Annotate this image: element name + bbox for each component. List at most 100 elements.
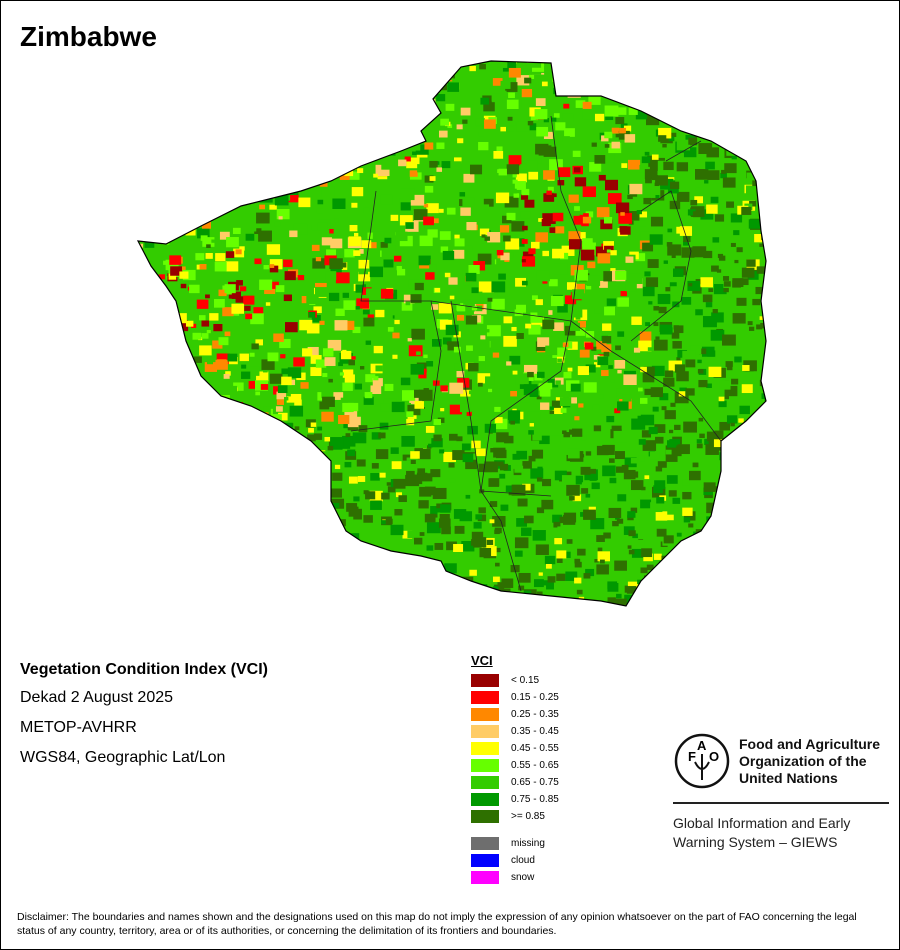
- vci-pixel: [483, 102, 495, 112]
- vci-pixel: [381, 520, 387, 525]
- vci-pixel: [231, 303, 245, 314]
- vci-pixel: [767, 293, 778, 302]
- vci-pixel: [575, 327, 586, 336]
- vci-pixel: [627, 211, 640, 221]
- vci-pixel: [472, 453, 486, 464]
- vci-pixel: [293, 357, 305, 367]
- vci-pixel: [275, 285, 285, 293]
- vci-pixel: [737, 564, 748, 572]
- vci-pixel: [495, 192, 510, 204]
- vci-pixel: [627, 194, 633, 200]
- vci-pixel: [466, 606, 479, 616]
- vci-pixel: [614, 408, 621, 414]
- vci-pixel: [164, 82, 176, 92]
- vci-pixel: [748, 326, 755, 331]
- vci-pixel: [294, 399, 302, 406]
- vci-pixel: [657, 73, 667, 81]
- vci-pixel: [307, 529, 318, 538]
- vci-pixel: [369, 266, 384, 278]
- vci-pixel: [283, 594, 298, 605]
- vci-pixel: [631, 548, 644, 558]
- vci-pixel: [676, 162, 689, 172]
- vci-pixel: [723, 67, 737, 78]
- vci-pixel: [550, 295, 564, 307]
- vci-pixel: [360, 600, 372, 606]
- vci-pixel: [749, 101, 762, 111]
- vci-pixel: [364, 600, 376, 606]
- vci-pixel: [353, 598, 365, 606]
- vci-pixel: [300, 613, 308, 619]
- vci-pixel: [681, 591, 690, 598]
- vci-pixel: [622, 394, 632, 402]
- vci-pixel: [172, 459, 184, 469]
- vci-pixel: [611, 70, 619, 77]
- vci-pixel: [658, 127, 672, 139]
- vci-pixel: [667, 244, 682, 256]
- vci-pixel: [180, 266, 186, 271]
- vci-pixel: [746, 259, 756, 267]
- giews-name: Global Information and Early Warning Sys…: [673, 814, 850, 852]
- vci-pixel: [138, 444, 149, 454]
- vci-pixel: [380, 403, 390, 412]
- vci-pixel: [509, 355, 521, 365]
- vci-pixel: [635, 98, 647, 108]
- vci-pixel: [247, 141, 255, 147]
- vci-pixel: [462, 119, 468, 124]
- vci-pixel: [506, 164, 520, 175]
- vci-pixel: [697, 369, 704, 374]
- vci-pixel: [687, 543, 696, 551]
- vci-pixel: [213, 434, 219, 438]
- vci-pixel: [232, 483, 242, 492]
- vci-pixel: [161, 373, 174, 384]
- vci-pixel: [741, 542, 746, 547]
- vci-pixel: [138, 491, 148, 503]
- vci-pixel: [532, 432, 542, 441]
- vci-pixel: [387, 327, 394, 332]
- vci-pixel: [490, 339, 502, 350]
- vci-pixel: [254, 61, 260, 65]
- vci-pixel: [160, 201, 172, 211]
- vci-pixel: [239, 246, 245, 251]
- vci-pixel: [494, 584, 505, 593]
- vci-pixel: [696, 538, 711, 550]
- vci-pixel: [478, 281, 492, 292]
- vci-pixel: [289, 162, 303, 173]
- vci-pixel: [424, 224, 434, 232]
- vci-pixel: [200, 142, 207, 148]
- vci-pixel: [138, 129, 140, 137]
- vci-pixel: [155, 592, 170, 604]
- vci-pixel: [138, 143, 146, 156]
- vci-pixel: [317, 222, 328, 231]
- vci-pixel: [375, 164, 390, 177]
- vci-pixel: [442, 56, 447, 60]
- vci-pixel: [150, 229, 159, 237]
- vci-pixel: [555, 226, 565, 234]
- vci-pixel: [315, 257, 322, 262]
- vci-pixel: [574, 577, 582, 584]
- vci-pixel: [224, 284, 236, 294]
- vci-pixel: [167, 460, 176, 467]
- vci-pixel: [291, 137, 306, 149]
- vci-pixel: [507, 126, 515, 132]
- vci-pixel: [478, 382, 483, 387]
- vci-pixel: [761, 136, 766, 144]
- vci-pixel: [536, 507, 545, 514]
- vci-pixel: [763, 183, 766, 193]
- vci-pixel: [272, 414, 282, 422]
- vci-pixel: [484, 461, 498, 473]
- vci-pixel: [531, 295, 538, 301]
- vci-pixel: [284, 396, 289, 401]
- vci-pixel: [426, 522, 441, 534]
- vci-pixel: [736, 297, 747, 306]
- vci-pixel: [212, 99, 227, 111]
- vci-pixel: [138, 149, 140, 154]
- vci-pixel: [379, 422, 389, 430]
- vci-pixel: [176, 343, 182, 348]
- vci-pixel: [722, 69, 728, 73]
- vci-pixel: [542, 478, 552, 487]
- vci-pixel: [209, 105, 214, 110]
- vci-pixel: [466, 222, 477, 231]
- vci-pixel: [142, 603, 151, 606]
- vci-pixel: [158, 185, 165, 191]
- vci-pixel: [138, 180, 149, 189]
